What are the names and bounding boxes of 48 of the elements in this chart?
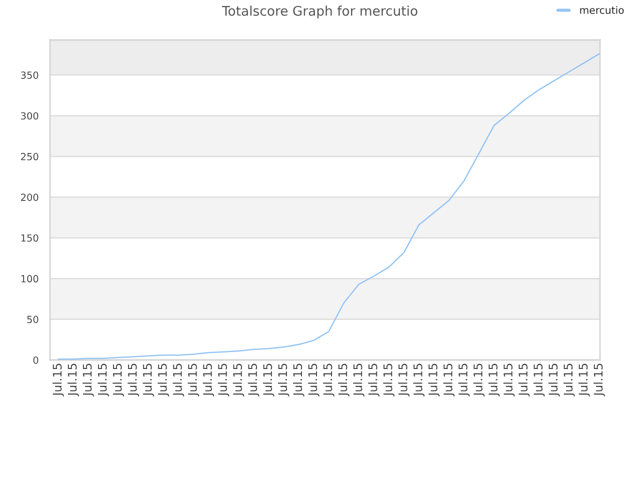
x-tick-label: Jul.15 xyxy=(413,364,425,396)
y-tick-label: 250 xyxy=(21,152,38,160)
y-tick-label: 350 xyxy=(21,71,38,79)
x-tick-label: Jul.15 xyxy=(563,364,575,396)
x-tick-label: Jul.15 xyxy=(68,364,79,396)
y-tick-label: 200 xyxy=(21,194,38,201)
x-tick-label: Jul.15 xyxy=(428,364,440,396)
line-series xyxy=(58,53,600,360)
x-tick-label: Jul.15 xyxy=(172,364,184,396)
y-tick-label: 150 xyxy=(21,234,38,242)
chart-title: Totalscore Graph for mercutio xyxy=(222,6,418,18)
x-tick-label: Jul.15 xyxy=(368,364,380,396)
x-tick-label: Jul.15 xyxy=(473,364,485,396)
x-tick-label: Jul.15 xyxy=(232,364,244,396)
x-tick-label: Jul.15 xyxy=(52,364,64,396)
x-tick-label: Jul.15 xyxy=(503,364,515,396)
x-tick-label: Jul.15 xyxy=(82,364,94,396)
x-tick-label: Jul.15 xyxy=(98,364,109,396)
x-tick-label: Jul.15 xyxy=(278,364,290,396)
x-tick-label: Jul.15 xyxy=(443,364,455,396)
x-tick-label: Jul.15 xyxy=(594,364,605,396)
x-tick-label: Jul.15 xyxy=(338,364,350,396)
x-tick-label: Jul.15 xyxy=(578,364,590,396)
x-tick-label: Jul.15 xyxy=(398,364,410,396)
x-tick-label: Jul.15 xyxy=(262,364,274,396)
x-tick-label: Jul.15 xyxy=(308,364,320,396)
x-tick-label: Jul.15 xyxy=(518,364,530,396)
x-tick-label: Jul.15 xyxy=(353,364,364,396)
x-tick-label: Jul.15 xyxy=(292,364,304,396)
x-tick-label: Jul.15 xyxy=(548,364,560,396)
x-tick-label: Jul.15 xyxy=(142,364,154,396)
y-tick-label: 100 xyxy=(21,275,38,282)
x-tick-label: Jul.15 xyxy=(458,364,470,396)
legend-label: mercutio xyxy=(580,6,624,14)
x-tick-label: Jul.15 xyxy=(202,364,214,396)
x-tick-label: Jul.15 xyxy=(533,364,545,396)
x-tick-label: Jul.15 xyxy=(112,364,124,396)
x-tick-label: Jul.15 xyxy=(158,364,170,396)
x-tick-label: Jul.15 xyxy=(248,364,260,396)
x-tick-label: Jul.15 xyxy=(323,364,334,396)
x-tick-label: Jul.15 xyxy=(188,364,200,396)
x-tick-label: Jul.15 xyxy=(383,364,394,396)
y-tick-label: 0 xyxy=(33,356,38,364)
x-tick-label: Jul.15 xyxy=(488,364,500,396)
y-tick-label: 50 xyxy=(27,316,38,324)
x-tick-label: Jul.15 xyxy=(128,364,140,396)
x-tick-label: Jul.15 xyxy=(218,364,230,396)
y-tick-label: 300 xyxy=(21,112,38,120)
